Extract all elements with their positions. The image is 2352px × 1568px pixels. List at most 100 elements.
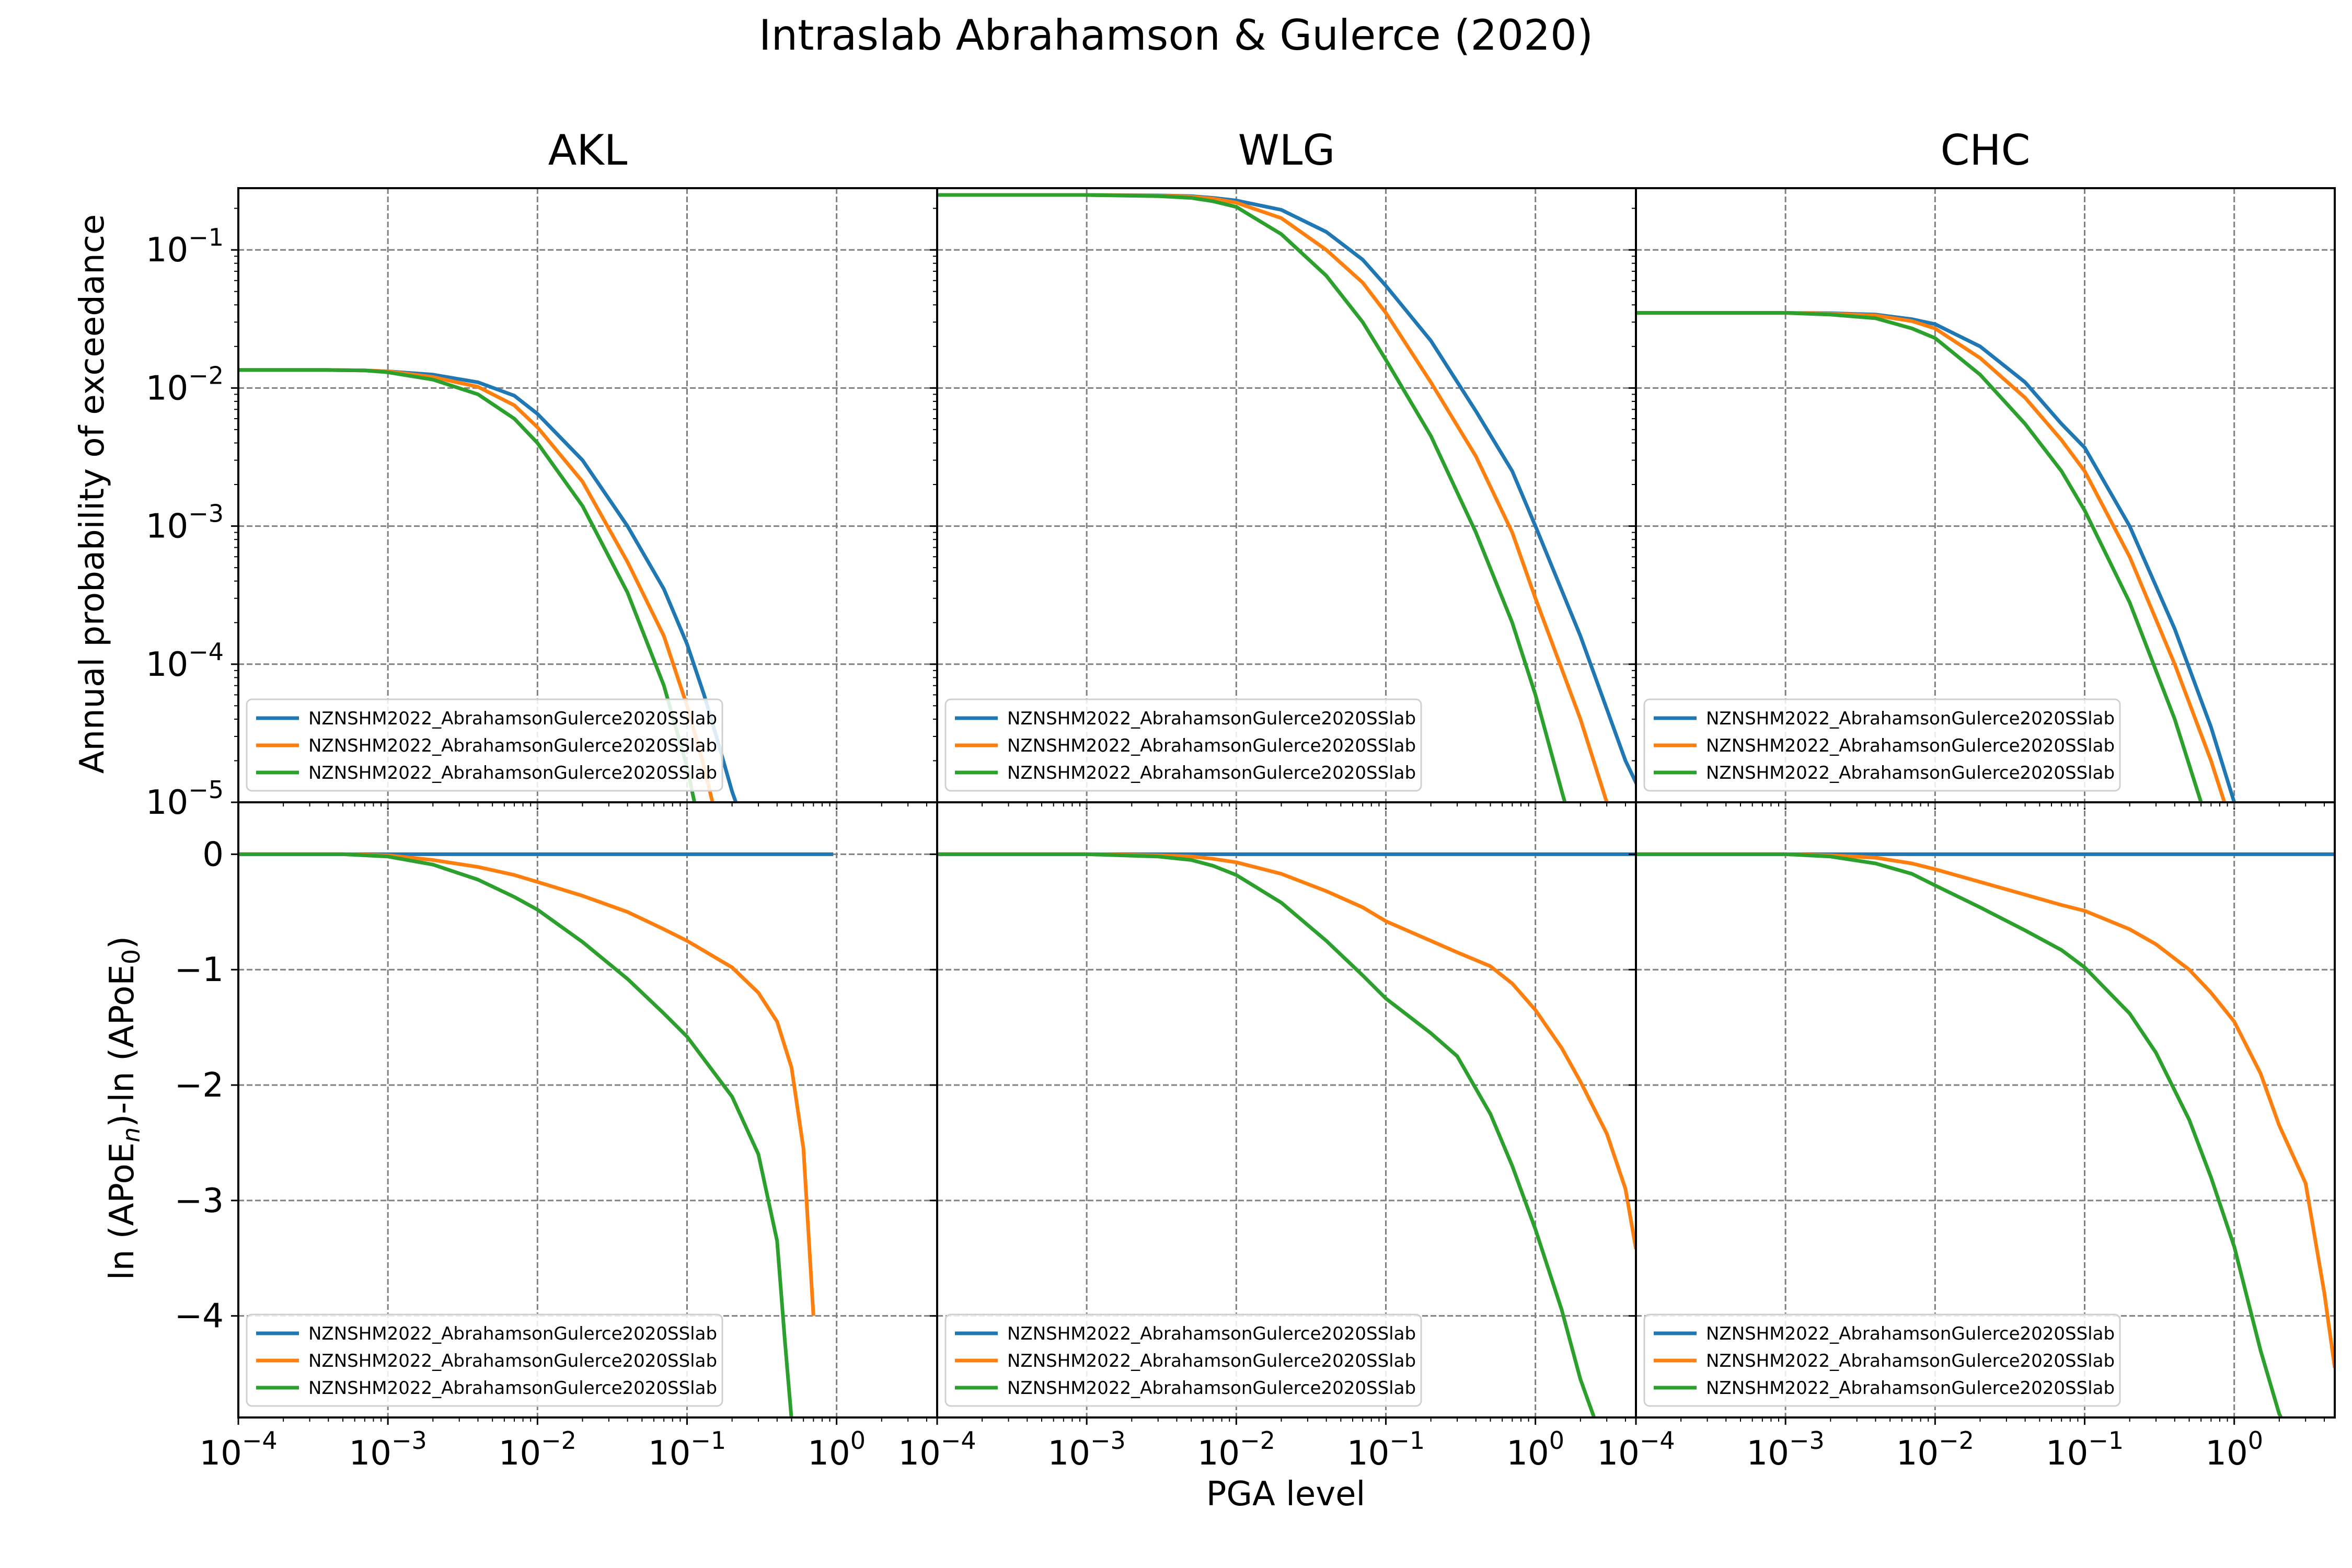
y-tick-label-base: 10 [146,783,188,822]
series-line-3 [1636,852,2284,1417]
series-lines [238,852,834,1417]
panel-frame [1635,801,2336,1419]
x-tick-label-base: 10 [1597,1434,1639,1473]
x-tick-label: 10−4 [898,1426,976,1473]
ticks: 10−510−410−310−210−1 [146,207,927,822]
ylabel-subscript-n: n [117,1127,145,1143]
x-tick-label-exponent: −3 [1090,1426,1126,1455]
series-line-2 [937,852,1636,1250]
y-tick-label-exponent: −3 [188,500,224,528]
series-line-2 [1636,852,2335,1368]
panel-chc: CHC NZNSHM2022_AbrahamsonGulerce2020SSlab… [1629,126,2336,810]
x-tick-label-exponent: −4 [941,1426,976,1455]
x-tick-label-exponent: −2 [1939,1426,1974,1455]
x-tick-label-exponent: −4 [242,1426,278,1455]
x-tick-label: 10−3 [1048,1426,1126,1473]
y-tick-label-exponent: −1 [188,223,224,251]
x-tick-label: 10−1 [2046,1426,2124,1473]
x-tick-label-base: 10 [2046,1434,2088,1473]
panel-title: AKL [548,126,628,175]
legend: NZNSHM2022_AbrahamsonGulerce2020SSlab NZN… [1643,1313,2121,1407]
x-tick-label: 10−4 [199,1426,277,1473]
x-tick-label: 10−2 [499,1426,577,1473]
ticks: 10−4 10−3 10−2 10−1 100−4−3−2−10 [175,835,927,1473]
series-line-3 [238,852,793,1417]
panel-chc-ratio: 10−4 10−3 10−2 10−1 100NZNSHM2022_Abrahamson… [1597,801,2336,1473]
legend-label: NZNSHM2022_AbrahamsonGulerce2020SSlab [1706,1351,2115,1371]
series-lines [1636,311,2236,802]
x-tick-label-base: 10 [1048,1434,1090,1473]
y-tick-label: 10−5 [146,776,224,822]
panel-wlg: WLG NZNSHM2022_AbrahamsonGulerce2020SSlab… [930,126,1637,810]
ylabel-subscript-0: 0 [117,949,145,964]
legend-label: NZNSHM2022_AbrahamsonGulerce2020SSlab [1007,708,1416,729]
x-tick-label-base: 10 [1506,1434,1549,1473]
legend-box [246,698,723,792]
x-tick-label-base: 10 [1896,1434,1939,1473]
series-lines [937,852,1636,1417]
legend-label: NZNSHM2022_AbrahamsonGulerce2020SSlab [1706,735,2115,756]
y-tick-label-base: 10 [146,369,188,408]
series-lines [1636,852,2335,1417]
ylabel-part: )-ln (APoE [103,964,142,1127]
legend-box [1643,1313,2121,1407]
panel-title: WLG [1238,126,1335,175]
x-tick-label: 100 [2205,1426,2263,1473]
x-tick-label-base: 10 [349,1434,391,1473]
x-tick-label: 100 [1506,1426,1564,1473]
x-tick-label-base: 10 [199,1434,241,1473]
legend-label: NZNSHM2022_AbrahamsonGulerce2020SSlab [308,1378,717,1399]
legend-label: NZNSHM2022_AbrahamsonGulerce2020SSlab [1007,1351,1416,1371]
series-line-3 [937,193,1567,802]
x-tick-label-base: 10 [2205,1434,2247,1473]
x-tick-label-exponent: −1 [2088,1426,2124,1455]
y-tick-label: −3 [175,1182,224,1220]
ylabel-part: ln (APoE [103,1143,142,1280]
y-tick-label: 10−2 [146,361,224,408]
legend: NZNSHM2022_AbrahamsonGulerce2020SSlab NZN… [1643,698,2121,792]
x-tick-label-base: 10 [898,1434,940,1473]
y-tick-label: −4 [175,1297,224,1336]
y-tick-label-exponent: −4 [188,638,224,666]
x-tick-label-exponent: −2 [541,1426,577,1455]
x-tick-label: 10−3 [349,1426,427,1473]
legend-label: NZNSHM2022_AbrahamsonGulerce2020SSlab [1007,1323,1416,1344]
legend-box [1643,698,2121,792]
x-tick-label-exponent: −4 [1640,1426,1675,1455]
legend-label: NZNSHM2022_AbrahamsonGulerce2020SSlab [308,735,717,756]
x-tick-label-base: 10 [1197,1434,1240,1473]
x-tick-label-exponent: −1 [690,1426,726,1455]
x-tick-label: 10−2 [1896,1426,1974,1473]
y-tick-label: −2 [175,1066,224,1105]
series-line-3 [1636,311,2203,802]
panel-akl: 10−510−410−310−210−1AKLNZNSHM2022_Abraha… [146,126,938,822]
series-line-3 [937,852,1596,1417]
x-tick-label-exponent: −3 [1789,1426,1825,1455]
x-tick-label-exponent: 0 [2248,1426,2263,1455]
legend-label: NZNSHM2022_AbrahamsonGulerce2020SSlab [308,763,717,783]
legend-box [944,698,1422,792]
legend-label: NZNSHM2022_AbrahamsonGulerce2020SSlab [1007,763,1416,783]
legend-box [246,1313,723,1407]
series-line-2 [238,852,815,1316]
x-tick-label-base: 10 [808,1434,850,1473]
figure-title: Intraslab Abrahamson & Gulerce (2020) [759,11,1593,60]
panel-wlg-ratio: 10−4 10−3 10−2 10−1 100NZNSHM2022_Abrahamson… [898,801,1637,1473]
y-tick-label-exponent: −2 [188,361,224,389]
legend: NZNSHM2022_AbrahamsonGulerce2020SSlab NZN… [944,1313,1422,1407]
ylabel-part: ) [103,936,142,949]
legend-label: NZNSHM2022_AbrahamsonGulerce2020SSlab [1706,1378,2115,1399]
x-tick-label-exponent: −2 [1240,1426,1275,1455]
legend: NZNSHM2022_AbrahamsonGulerce2020SSlab NZN… [944,698,1422,792]
legend: NZNSHM2022_AbrahamsonGulerce2020SSlab NZN… [246,698,723,792]
x-tick-label: 10−1 [1347,1426,1425,1473]
x-tick-label-exponent: −1 [1389,1426,1425,1455]
y-axis-label-top: Annual probability of exceedance [73,214,112,774]
y-tick-label: 10−4 [146,638,224,684]
x-tick-label: 10−4 [1597,1426,1675,1473]
series-lines [937,193,1636,802]
legend-label: NZNSHM2022_AbrahamsonGulerce2020SSlab [1007,735,1416,756]
x-axis-label: PGA level [1206,1475,1366,1514]
x-tick-label-exponent: −3 [391,1426,427,1455]
